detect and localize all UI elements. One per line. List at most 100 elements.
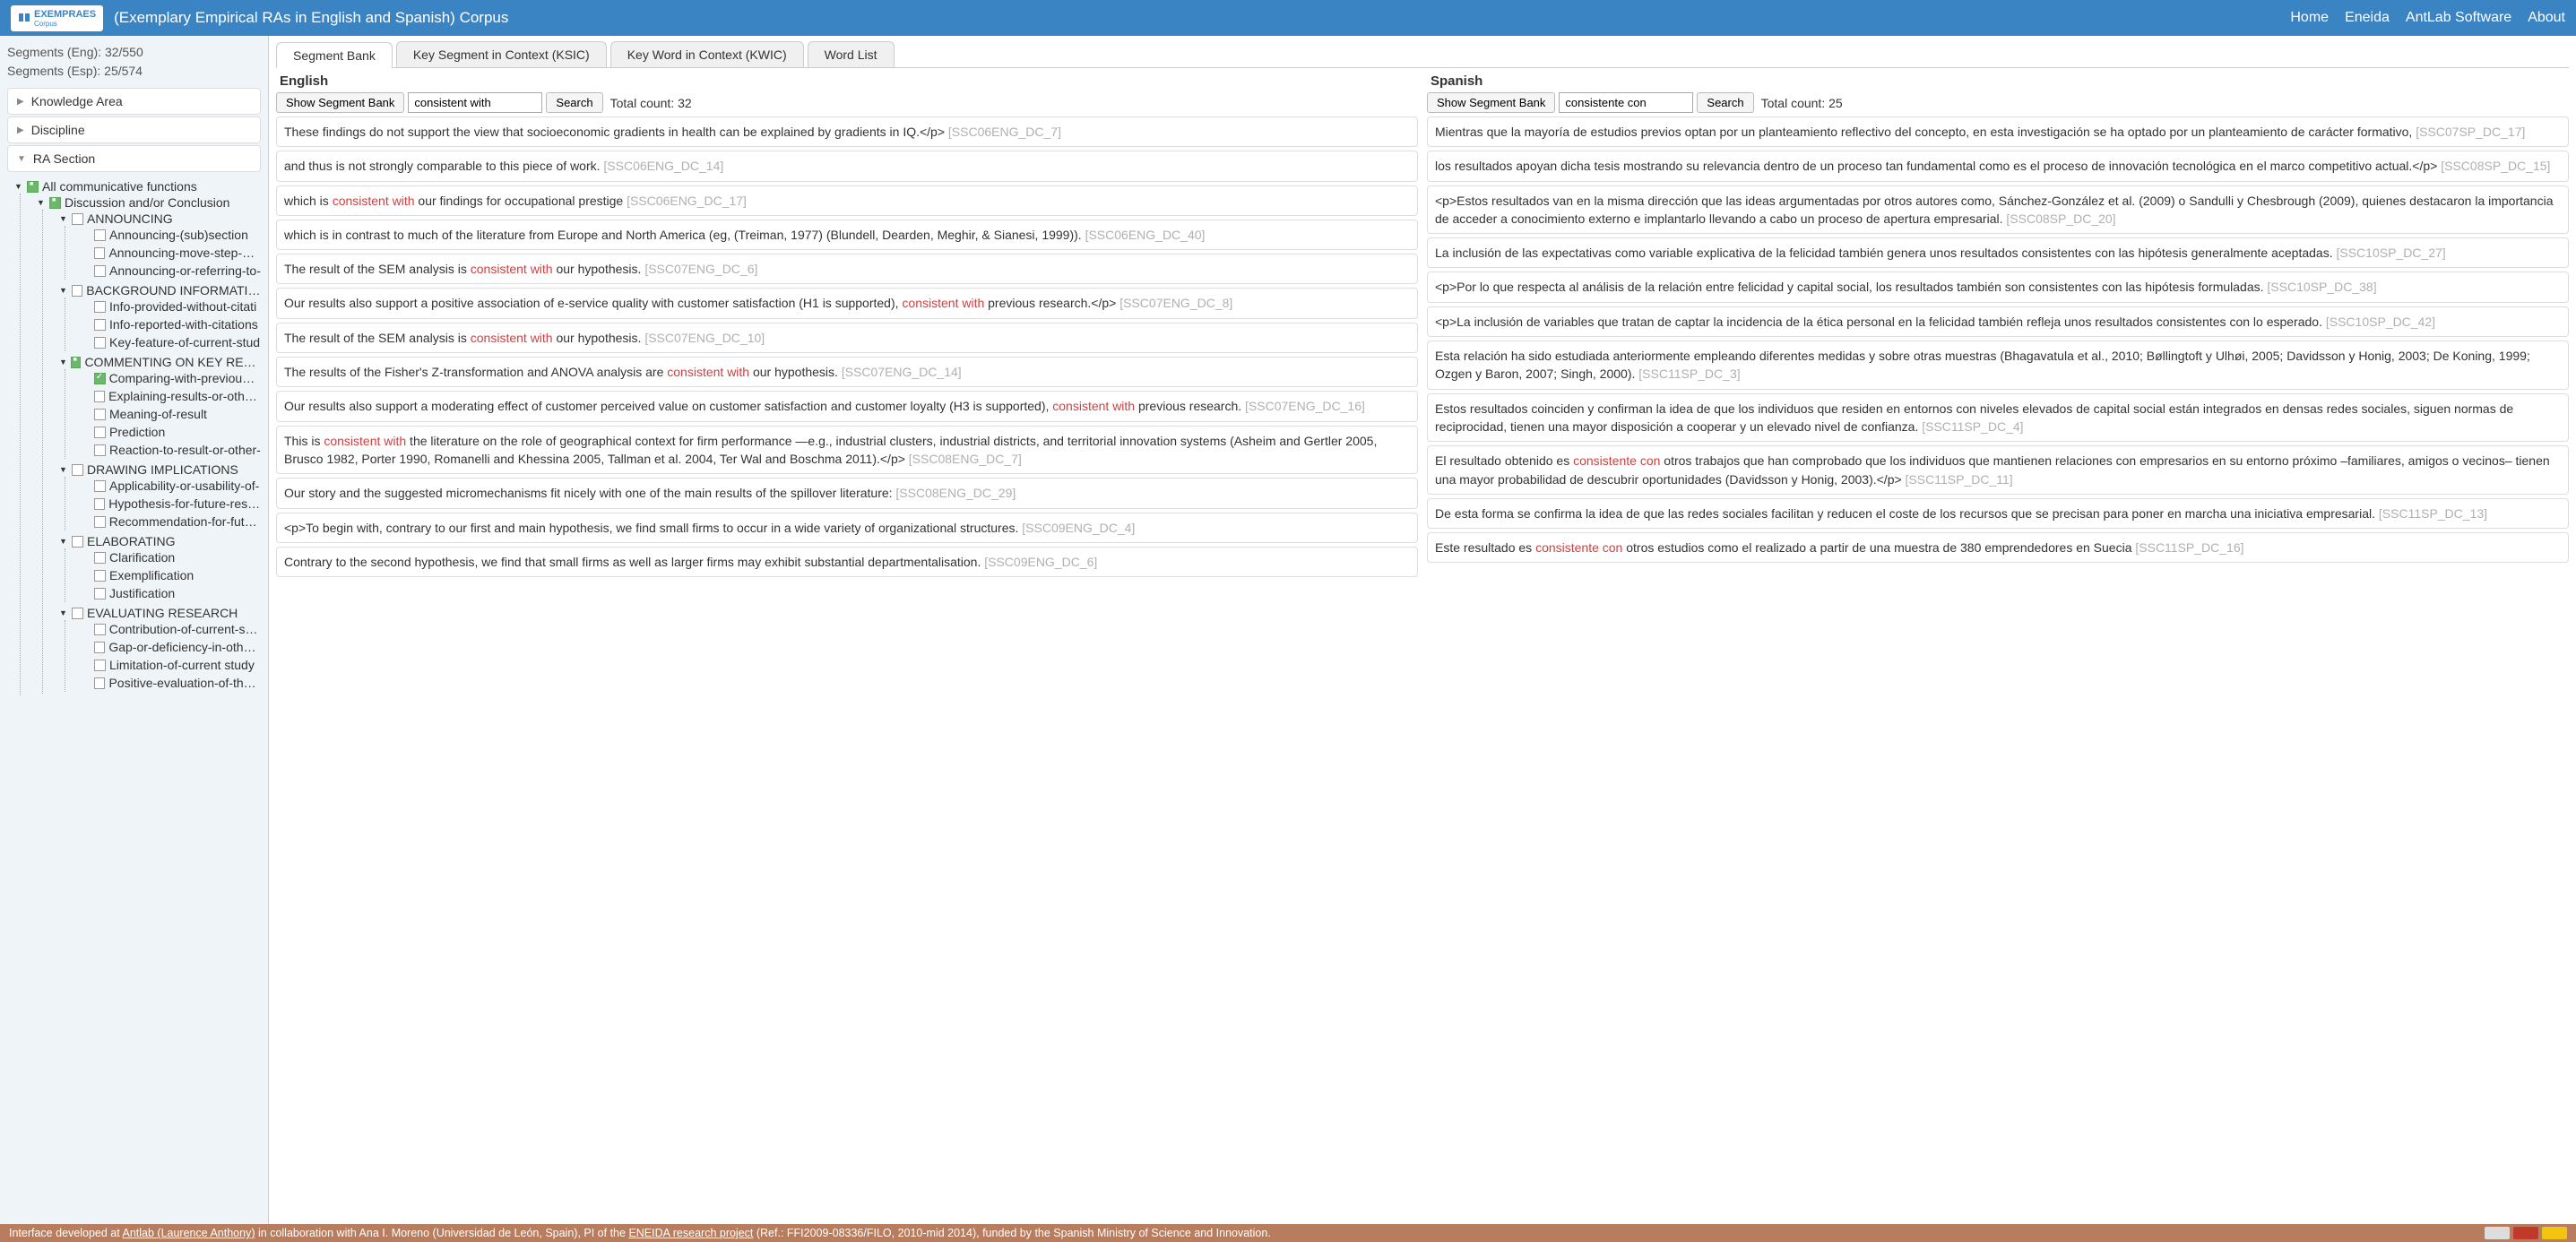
tree-label[interactable]: Discussion and/or Conclusion <box>65 195 229 210</box>
segment[interactable]: The result of the SEM analysis is consis… <box>276 323 1418 353</box>
tree-node[interactable]: Positive-evaluation-of-the-st <box>82 676 261 690</box>
tree-node[interactable]: Hypothesis-for-future-resear <box>82 496 261 511</box>
tree-label[interactable]: All communicative functions <box>42 179 197 194</box>
tree-label[interactable]: Contribution-of-current-stud <box>109 622 261 636</box>
tree-checkbox[interactable] <box>72 608 83 619</box>
tree-node[interactable]: ▼ Discussion and/or Conclusion <box>37 195 261 210</box>
tree-node[interactable]: Exemplification <box>82 568 261 582</box>
segment[interactable]: which is in contrast to much of the lite… <box>276 220 1418 250</box>
tree-checkbox[interactable] <box>94 409 106 420</box>
tree-label[interactable]: Key-feature-of-current-stud <box>109 335 260 349</box>
tree-toggle-icon[interactable]: ▼ <box>59 537 70 546</box>
tree-label[interactable]: ELABORATING <box>87 534 176 548</box>
tree-checkbox[interactable] <box>94 552 106 564</box>
tree-checkbox[interactable] <box>94 373 106 384</box>
segment[interactable]: The results of the Fisher's Z-transforma… <box>276 357 1418 387</box>
tree-node[interactable]: Applicability-or-usability-of- <box>82 479 261 493</box>
tree-checkbox[interactable] <box>94 570 106 582</box>
accordion-knowledge-area[interactable]: ▶Knowledge Area <box>7 88 261 115</box>
tree-node[interactable]: ▼ All communicative functions <box>14 179 261 194</box>
tree-node[interactable]: Clarification <box>82 550 261 565</box>
nav-antlab[interactable]: AntLab Software <box>2406 10 2511 26</box>
tree-label[interactable]: Clarification <box>109 550 175 565</box>
tree-label[interactable]: Meaning-of-result <box>109 407 207 421</box>
segments-spanish[interactable]: Mientras que la mayoría de estudios prev… <box>1427 116 2569 1224</box>
segment[interactable]: los resultados apoyan dicha tesis mostra… <box>1427 151 2569 181</box>
tree-node[interactable]: Recommendation-for-future <box>82 514 261 529</box>
tree-node[interactable]: Announcing-or-referring-to- <box>82 263 261 278</box>
tree-checkbox[interactable] <box>71 357 82 368</box>
footer-link-antlab[interactable]: Antlab (Laurence Anthony) <box>122 1227 255 1239</box>
tree-toggle-icon[interactable]: ▼ <box>59 358 69 367</box>
tree-label[interactable]: Info-provided-without-citati <box>109 299 256 314</box>
tree-checkbox[interactable] <box>94 319 106 331</box>
segment[interactable]: Our results also support a moderating ef… <box>276 391 1418 421</box>
tree-label[interactable]: Hypothesis-for-future-resear <box>108 496 261 511</box>
tree-node[interactable]: ▼ ELABORATING <box>59 534 261 548</box>
tree-node[interactable]: Info-reported-with-citations <box>82 317 261 332</box>
tree-label[interactable]: EVALUATING RESEARCH <box>87 606 238 620</box>
segment[interactable]: Este resultado es consistente con otros … <box>1427 532 2569 563</box>
tree-node[interactable]: Reaction-to-result-or-other- <box>82 443 261 457</box>
tree-node[interactable]: Info-provided-without-citati <box>82 299 261 314</box>
tree-label[interactable]: Explaining-results-or-other-p <box>108 389 261 403</box>
tree-checkbox[interactable] <box>72 285 83 297</box>
tab-key-segment-in-context-ksic-[interactable]: Key Segment in Context (KSIC) <box>396 41 607 67</box>
show-segment-bank-button-en[interactable]: Show Segment Bank <box>276 92 404 113</box>
tree-checkbox[interactable] <box>94 516 106 528</box>
footer-link-eneida[interactable]: ENEIDA research project <box>628 1227 753 1239</box>
tree-checkbox[interactable] <box>94 229 106 241</box>
logo-badge[interactable]: EXEMPRAES Corpus <box>11 5 103 31</box>
tree-node[interactable]: Meaning-of-result <box>82 407 261 421</box>
tree-label[interactable]: Recommendation-for-future <box>109 514 261 529</box>
tab-segment-bank[interactable]: Segment Bank <box>276 42 393 68</box>
tree-label[interactable]: COMMENTING ON KEY RESULTS <box>84 355 261 369</box>
tree-checkbox[interactable] <box>94 677 106 689</box>
tree-label[interactable]: ANNOUNCING <box>87 211 173 226</box>
tree-checkbox[interactable] <box>94 444 106 456</box>
segment[interactable]: La inclusión de las expectativas como va… <box>1427 237 2569 268</box>
search-input-en[interactable] <box>408 92 542 113</box>
segment[interactable]: Contrary to the second hypothesis, we fi… <box>276 547 1418 577</box>
segment[interactable]: and thus is not strongly comparable to t… <box>276 151 1418 181</box>
tree-node[interactable]: Gap-or-deficiency-in-others- <box>82 640 261 654</box>
nav-eneida[interactable]: Eneida <box>2345 10 2390 26</box>
tree-node[interactable]: ▼ EVALUATING RESEARCH <box>59 606 261 620</box>
tree-label[interactable]: Reaction-to-result-or-other- <box>109 443 261 457</box>
segment[interactable]: <p>Por lo que respecta al análisis de la… <box>1427 272 2569 302</box>
tree-node[interactable]: Announcing-(sub)section <box>82 228 261 242</box>
search-input-es[interactable] <box>1559 92 1693 113</box>
segment[interactable]: El resultado obtenido es consistente con… <box>1427 445 2569 495</box>
tree-checkbox[interactable] <box>94 624 106 635</box>
segment[interactable]: The result of the SEM analysis is consis… <box>276 254 1418 284</box>
tree-label[interactable]: Positive-evaluation-of-the-st <box>108 676 261 690</box>
tree-label[interactable]: Announcing-move-step-or-p <box>108 246 261 260</box>
tree-checkbox[interactable] <box>94 642 106 653</box>
show-segment-bank-button-es[interactable]: Show Segment Bank <box>1427 92 1555 113</box>
tree-checkbox[interactable] <box>94 391 106 402</box>
nav-home[interactable]: Home <box>2290 10 2329 26</box>
tree-node[interactable]: Contribution-of-current-stud <box>82 622 261 636</box>
tree-node[interactable]: Announcing-move-step-or-p <box>82 246 261 260</box>
tree-toggle-icon[interactable]: ▼ <box>14 182 25 191</box>
tree-node[interactable]: Comparing-with-previous-re <box>82 371 261 385</box>
segments-english[interactable]: These findings do not support the view t… <box>276 116 1418 1224</box>
tree-checkbox[interactable] <box>94 660 106 671</box>
tree-checkbox[interactable] <box>94 427 106 438</box>
tree-node[interactable]: ▼ COMMENTING ON KEY RESULTS <box>59 355 261 369</box>
tree-toggle-icon[interactable]: ▼ <box>59 286 70 295</box>
search-button-en[interactable]: Search <box>546 92 602 113</box>
tab-word-list[interactable]: Word List <box>808 41 895 67</box>
tree-label[interactable]: Limitation-of-current study <box>109 658 255 672</box>
tree-toggle-icon[interactable]: ▼ <box>59 608 70 617</box>
tree-node[interactable]: ▼ DRAWING IMPLICATIONS <box>59 462 261 477</box>
segment[interactable]: <p>La inclusión de variables que tratan … <box>1427 306 2569 337</box>
segment[interactable]: These findings do not support the view t… <box>276 116 1418 147</box>
tree-checkbox[interactable] <box>94 337 106 349</box>
tree-label[interactable]: Justification <box>109 586 175 600</box>
tree-checkbox[interactable] <box>94 588 106 599</box>
segment[interactable]: Our story and the suggested micromechani… <box>276 478 1418 508</box>
tree-label[interactable]: Exemplification <box>109 568 194 582</box>
segment[interactable]: <p>To begin with, contrary to our first … <box>276 513 1418 543</box>
nav-about[interactable]: About <box>2528 10 2565 26</box>
